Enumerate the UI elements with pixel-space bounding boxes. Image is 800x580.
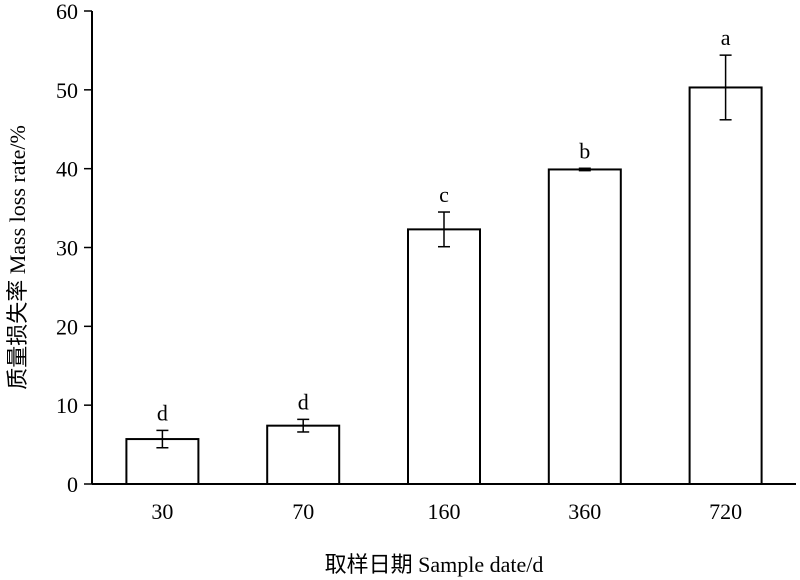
y-tick-label: 50 — [56, 78, 78, 103]
y-tick-label: 20 — [56, 314, 78, 339]
x-tick-label: 70 — [292, 499, 314, 524]
y-tick-label: 0 — [67, 472, 78, 497]
chart-marks: 0 10 20 30 40 50 60 d 30 d 70 c 160 b 360 a 720 — [56, 0, 763, 524]
significance-letter: d — [157, 400, 168, 425]
significance-letter: d — [298, 389, 309, 414]
significance-letter: a — [721, 25, 731, 50]
y-tick-label: 40 — [56, 157, 78, 182]
x-tick-label: 360 — [568, 499, 601, 524]
bar — [688, 86, 763, 486]
y-tick-label: 10 — [56, 393, 78, 418]
y-axis-title: 质量损失率 Mass loss rate/% — [5, 125, 30, 390]
bar — [266, 424, 341, 485]
y-tick-label: 60 — [56, 0, 78, 24]
x-tick-label: 160 — [428, 499, 461, 524]
x-tick-label: 30 — [151, 499, 173, 524]
x-tick-label: 720 — [709, 499, 742, 524]
bar — [407, 228, 481, 485]
significance-letter: c — [439, 182, 449, 207]
bar — [547, 168, 622, 486]
x-axis-title: 取样日期 Sample date/d — [325, 552, 544, 577]
significance-letter: b — [579, 138, 590, 163]
y-tick-label: 30 — [56, 236, 78, 261]
